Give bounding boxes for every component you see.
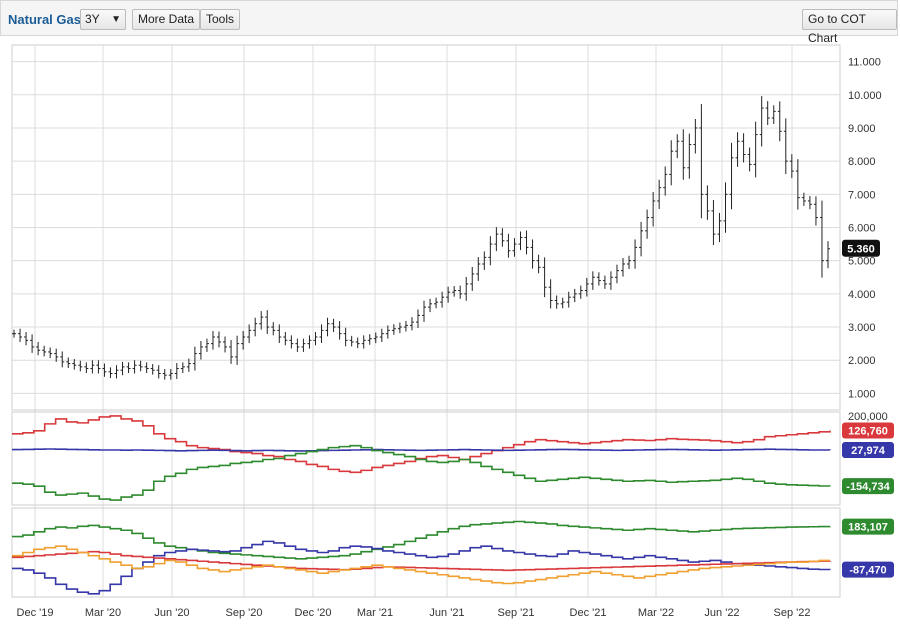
series-line-orange [12, 545, 830, 585]
series-line-red [12, 550, 831, 572]
y-tick-label: 7.000 [848, 189, 876, 201]
y-tick-label: 6.000 [848, 223, 876, 235]
series-line-green [12, 520, 831, 560]
x-tick-label: Jun '20 [154, 607, 189, 619]
series-line-blue [12, 448, 831, 452]
y-tick-label: 4.000 [848, 289, 876, 301]
x-tick-label: Sep '22 [774, 607, 811, 619]
last-value-label: 27,974 [851, 445, 886, 457]
range-select-value: 3Y [85, 12, 100, 26]
y-tick-label: 3.000 [848, 322, 876, 334]
y-tick-label: 200,000 [848, 411, 888, 423]
y-tick-label: 8.000 [848, 156, 876, 168]
x-tick-label: Mar '20 [85, 607, 121, 619]
last-value-badge [842, 561, 894, 578]
last-value-label: -154,734 [846, 481, 890, 493]
panel-frame [11, 507, 841, 598]
last-value-label: 183,107 [848, 522, 888, 534]
last-price-label: 5.360 [847, 244, 875, 256]
last-value-label: 126,760 [848, 425, 888, 437]
y-tick-label: 11.000 [848, 57, 881, 69]
chart-title: Natural Gas [8, 12, 81, 27]
range-select[interactable]: 3Y ▼ [80, 9, 126, 30]
x-tick-label: Dec '21 [570, 607, 607, 619]
y-tick-label: 9.000 [848, 123, 876, 135]
cot-chart-button[interactable]: Go to COT Chart [802, 9, 897, 45]
last-price-badge [842, 239, 880, 257]
y-tick-label: 5.000 [848, 256, 876, 268]
x-tick-label: Jun '21 [429, 607, 464, 619]
last-value-label: -87,470 [849, 565, 886, 577]
series-line-blue [12, 540, 831, 595]
panel-frame [11, 411, 841, 506]
y-tick-label: 2.000 [848, 355, 876, 367]
x-tick-label: Dec '19 [17, 607, 54, 619]
x-tick-label: Dec '20 [295, 607, 332, 619]
y-tick-label: 1.000 [848, 388, 876, 400]
x-tick-label: Mar '21 [357, 607, 393, 619]
tools-button[interactable]: Tools [200, 9, 241, 30]
series-line-red [12, 415, 831, 474]
more-data-button[interactable]: More Data [132, 9, 201, 30]
series-line-green [12, 444, 831, 501]
last-value-badge [842, 478, 894, 495]
x-tick-label: Sep '20 [226, 607, 263, 619]
x-tick-label: Jun '22 [704, 607, 739, 619]
chart-area: 1.000 2.000 3.000 4.000 5.000 6.000 7.000 8.000… [11, 44, 894, 619]
last-value-badge [842, 441, 894, 458]
chevron-down-icon: ▼ [111, 14, 121, 25]
y-tick-label: 10.000 [848, 90, 882, 102]
toolbar: Natural Gas 3Y ▼ More Data Tools Go to C… [0, 0, 898, 45]
x-tick-label: Mar '22 [638, 607, 674, 619]
last-value-badge [842, 518, 894, 535]
x-tick-label: Sep '21 [498, 607, 535, 619]
last-value-badge [842, 422, 894, 439]
